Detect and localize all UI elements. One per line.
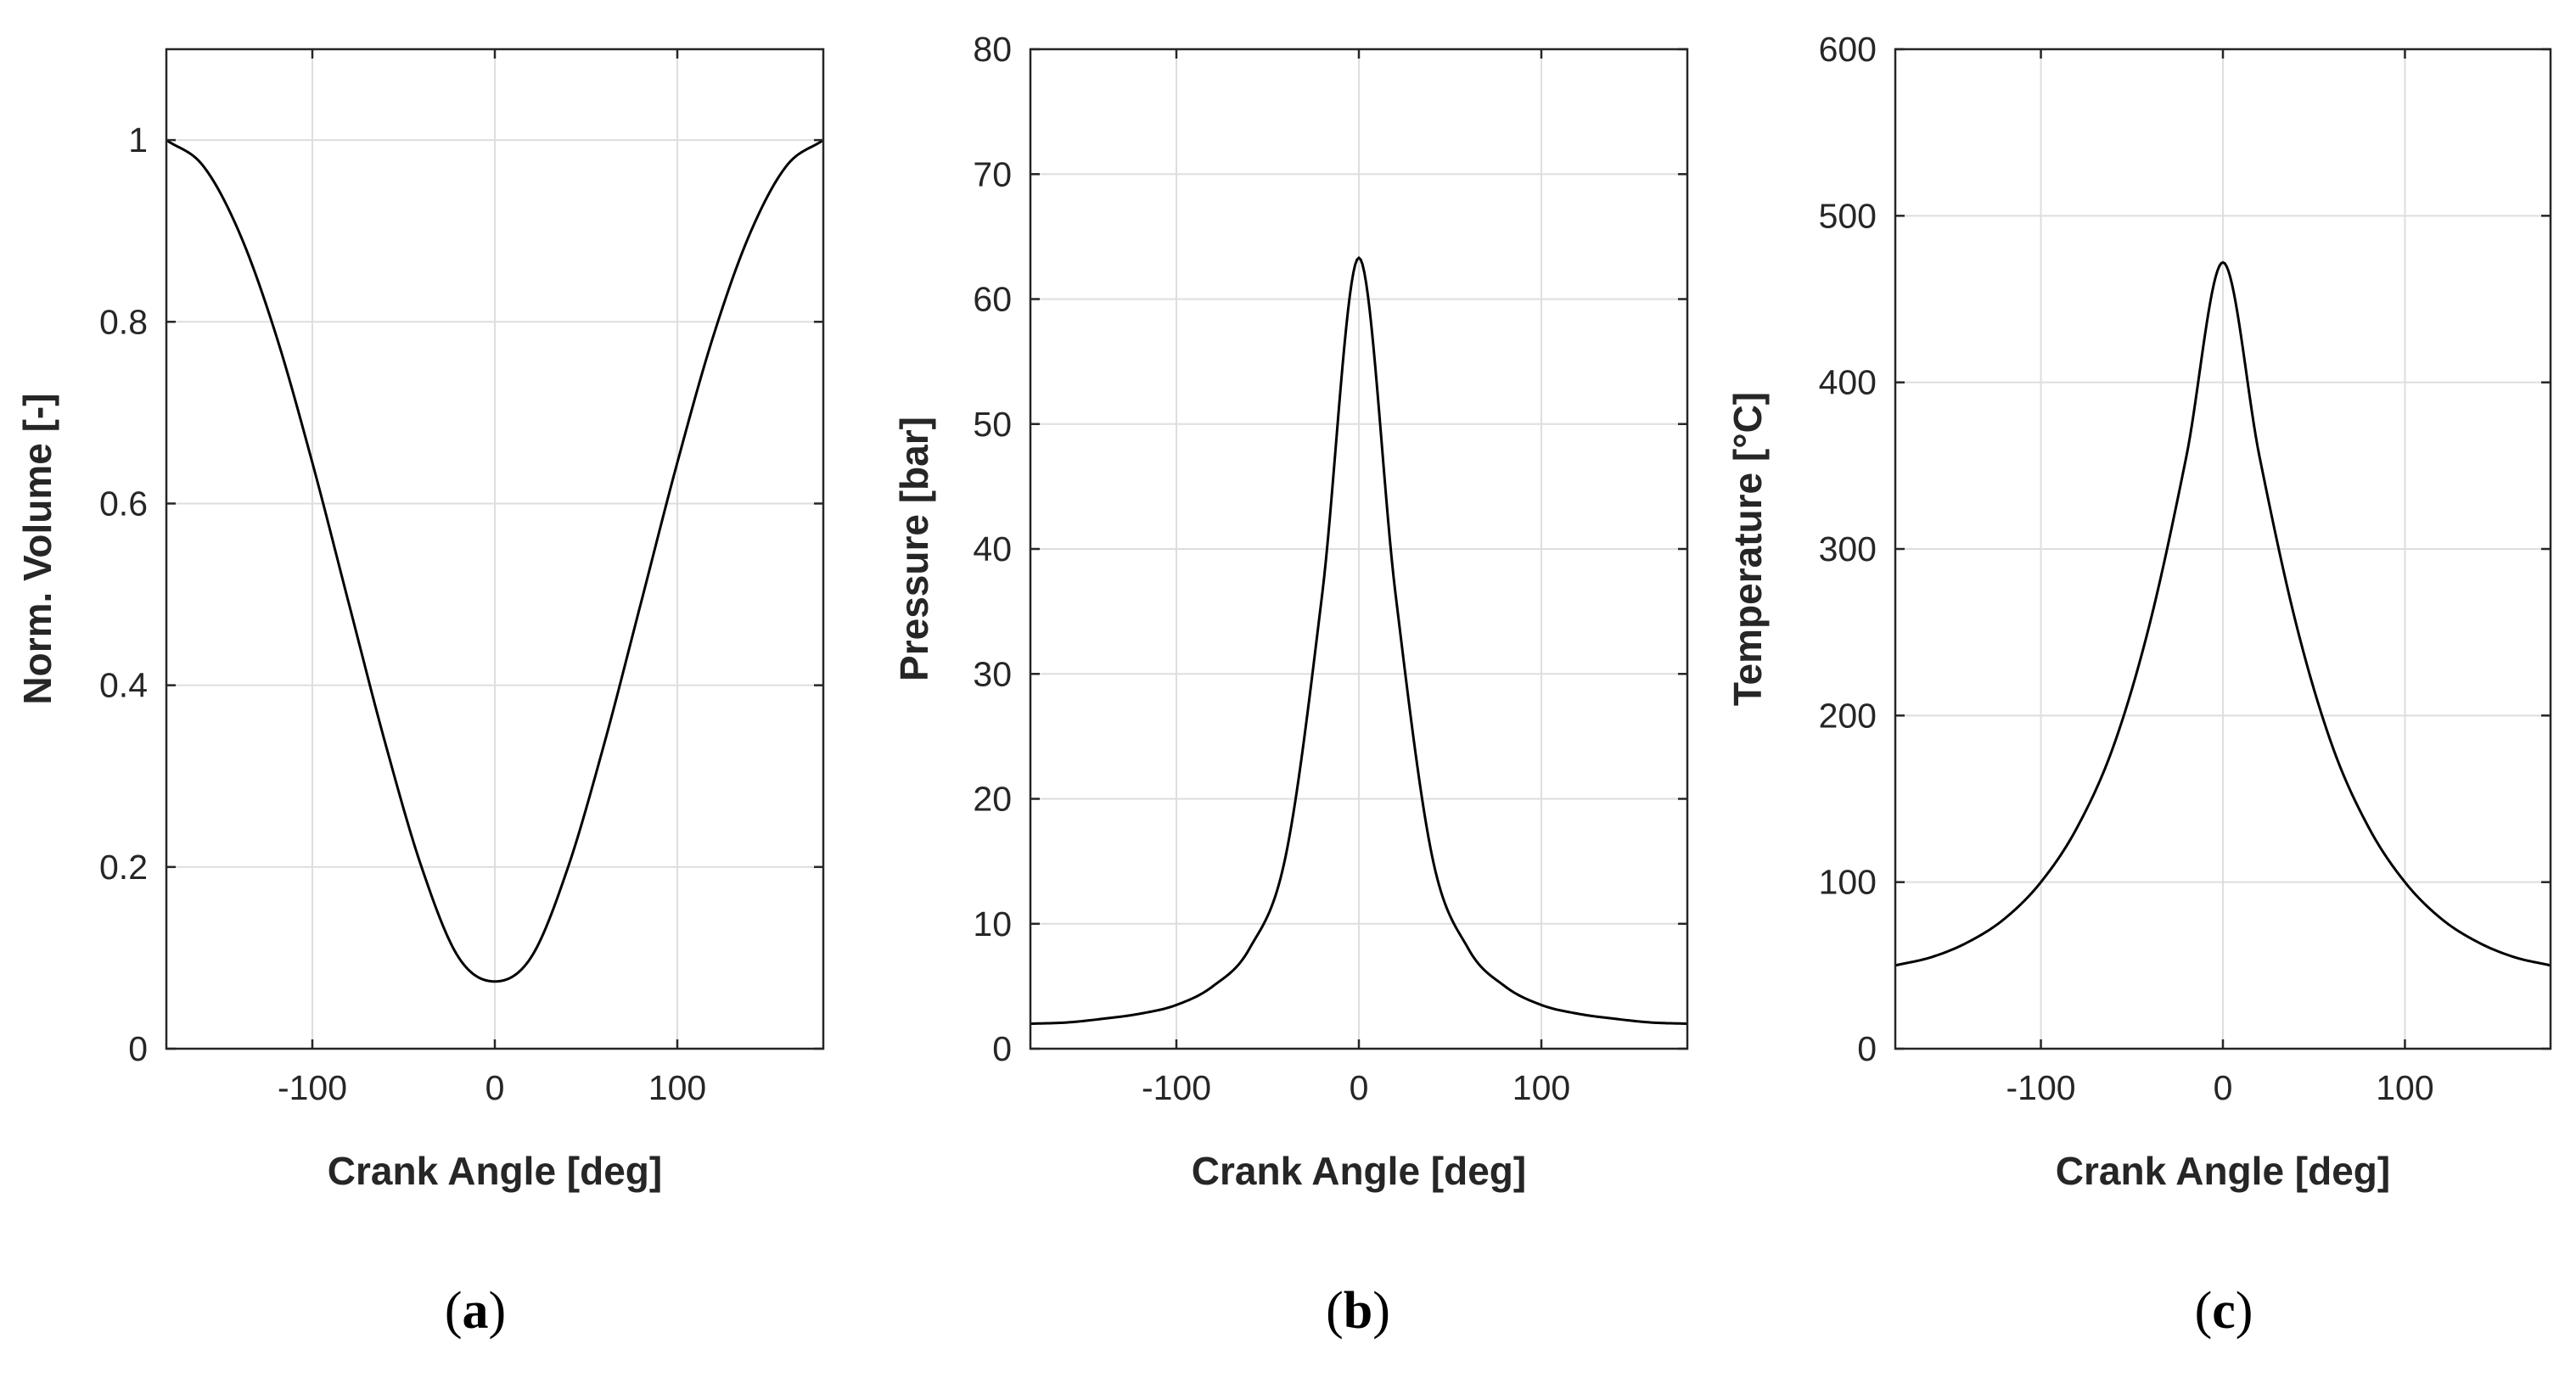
panel-label: (c) bbox=[2195, 1282, 2253, 1340]
y-axis-label: Norm. Volume [-] bbox=[15, 393, 59, 704]
y-tick-label: 300 bbox=[1819, 529, 1877, 568]
y-tick-label: 0.6 bbox=[99, 484, 148, 523]
y-tick-label: 500 bbox=[1819, 196, 1877, 235]
x-tick-label: 0 bbox=[2214, 1068, 2233, 1107]
x-tick-label: 0 bbox=[1350, 1068, 1369, 1107]
x-axis-label: Crank Angle [deg] bbox=[2056, 1149, 2390, 1193]
y-tick-label: 70 bbox=[973, 154, 1012, 193]
y-tick-label: 1 bbox=[128, 120, 148, 160]
y-tick-label: 20 bbox=[973, 780, 1012, 819]
y-tick-label: 50 bbox=[973, 405, 1012, 444]
y-tick-label: 0 bbox=[128, 1029, 148, 1068]
panel-label: (b) bbox=[1326, 1282, 1390, 1340]
y-tick-label: 200 bbox=[1819, 696, 1877, 735]
y-tick-label: 0.8 bbox=[99, 302, 148, 341]
y-tick-label: 100 bbox=[1819, 863, 1877, 902]
y-tick-label: 80 bbox=[973, 30, 1012, 69]
panel-label: (a) bbox=[445, 1282, 506, 1340]
x-tick-label: 100 bbox=[2376, 1068, 2433, 1107]
y-tick-label: 600 bbox=[1819, 30, 1877, 69]
chart-panel-a: -100 0 100 0 0.2 0.4 0.6 0.8 1 Crank Angle [deg] N… bbox=[15, 48, 825, 1340]
y-axis-label: Temperature [°C] bbox=[1726, 392, 1770, 706]
chart-panel-c: -100 0 100 0 100 200 300 400 500 600 Crank Angle [… bbox=[1726, 30, 2552, 1340]
y-tick-label: 40 bbox=[973, 529, 1012, 568]
y-tick-label: 10 bbox=[973, 904, 1012, 943]
x-tick-label: -100 bbox=[278, 1068, 347, 1107]
y-tick-label: 400 bbox=[1819, 363, 1877, 402]
x-tick-label: 100 bbox=[1512, 1068, 1570, 1107]
y-tick-label: 0 bbox=[1857, 1029, 1877, 1068]
y-tick-label: 0 bbox=[992, 1029, 1012, 1068]
x-tick-label: 100 bbox=[648, 1068, 706, 1107]
y-axis-label: Pressure [bar] bbox=[892, 417, 936, 681]
x-tick-label: 0 bbox=[485, 1068, 505, 1107]
y-tick-label: 0.4 bbox=[99, 666, 148, 705]
x-tick-label: -100 bbox=[1142, 1068, 1211, 1107]
x-axis-label: Crank Angle [deg] bbox=[1192, 1149, 1526, 1193]
series-line bbox=[1030, 255, 1688, 1026]
x-axis-label: Crank Angle [deg] bbox=[328, 1149, 662, 1193]
chart-panel-b: -100 0 100 0 10 20 30 40 50 60 70 80 Crank Angle [de… bbox=[892, 30, 1689, 1340]
series-line bbox=[166, 138, 824, 983]
y-tick-label: 0.2 bbox=[99, 848, 148, 887]
x-tick-label: -100 bbox=[2006, 1068, 2076, 1107]
series-line bbox=[1894, 260, 2551, 967]
y-tick-label: 60 bbox=[973, 280, 1012, 319]
y-tick-label: 30 bbox=[973, 654, 1012, 693]
